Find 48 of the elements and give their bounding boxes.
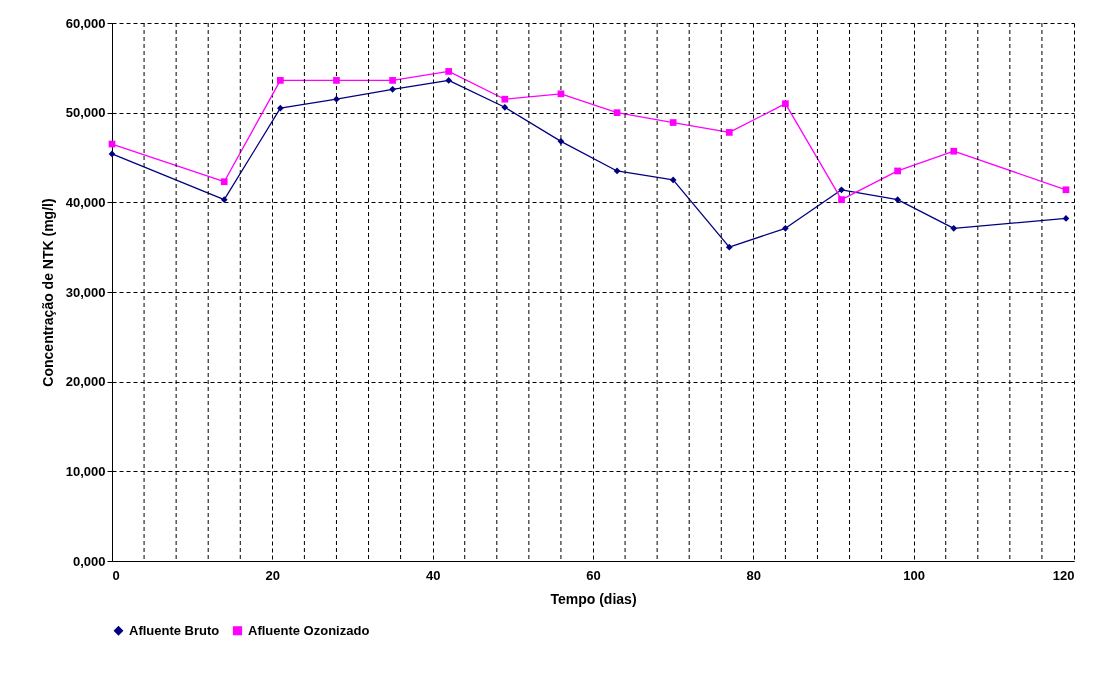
point [950,224,958,232]
point [669,119,677,126]
legend-label: Afluente Ozonizado [248,622,370,638]
point [725,243,733,251]
point [501,95,509,103]
y-tick-label: 60,000 [65,15,106,31]
x-tick-label: 0 [112,567,120,583]
point [220,178,228,186]
point [838,196,845,203]
point [782,100,789,108]
x-tick-label: 40 [425,567,441,583]
point [389,77,396,84]
x-tick-label: 120 [1052,567,1075,583]
point [725,129,733,136]
point [613,109,621,117]
x-tick-label: 60 [586,567,601,583]
point [220,196,228,203]
point [950,147,958,155]
y-tick-label: 20,000 [65,374,106,390]
point [445,77,453,84]
x-tick-label: 20 [265,567,281,583]
legend-label: Afluente Bruto [129,622,220,638]
y-axis-title: Concentração de NTK (mg/l) [39,198,56,387]
y-tick-label: 50,000 [65,105,106,121]
point [277,104,284,112]
point [445,68,453,75]
point [333,95,340,103]
y-tick-label: 10,000 [65,463,106,479]
point [838,186,845,194]
point [277,77,284,84]
x-axis-title: Tempo (dias) [550,590,637,607]
point [894,167,901,175]
y-tick-label: 30,000 [65,284,106,300]
point [108,150,116,158]
point [782,224,789,232]
point [894,196,901,203]
point [669,176,677,184]
x-tick-label: 80 [746,567,762,583]
point [389,86,396,93]
point [1062,186,1070,194]
point [613,167,621,175]
point [557,90,565,98]
y-tick-label: 40,000 [65,194,106,210]
x-tick-label: 100 [903,567,926,583]
point [501,103,509,111]
point [557,138,565,145]
point [333,77,340,84]
y-tick-label: 0,000 [72,553,106,569]
